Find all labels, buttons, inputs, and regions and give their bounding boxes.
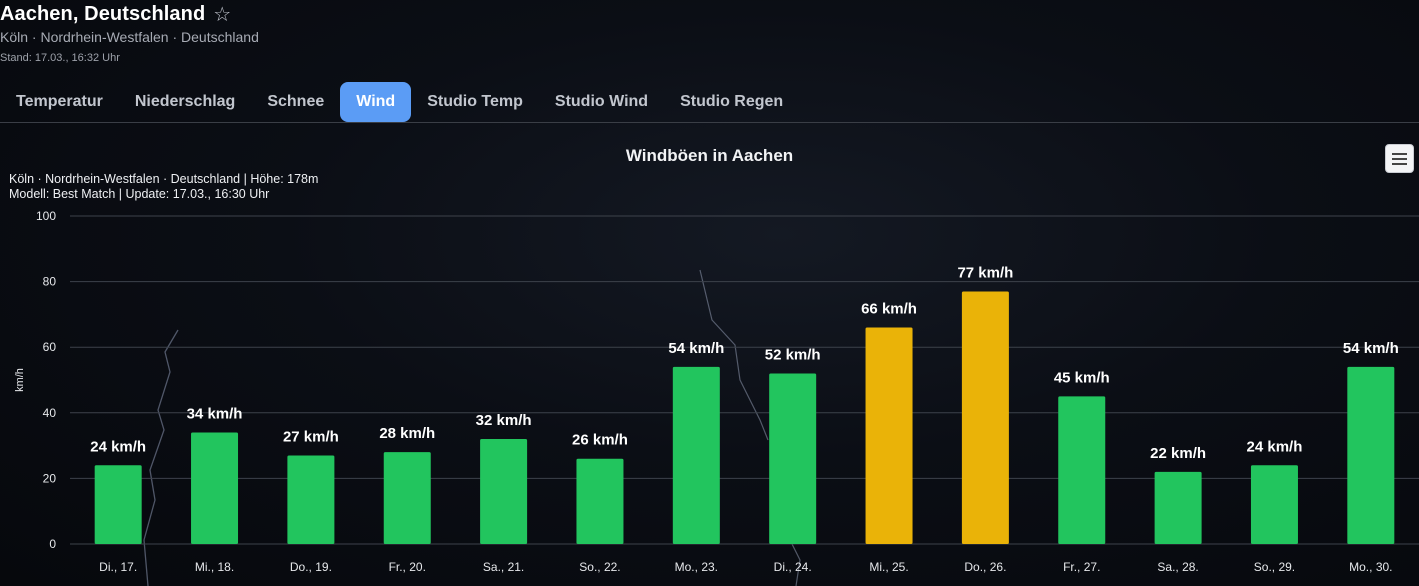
x-tick-label: Sa., 21. xyxy=(483,560,524,574)
bar-data-label: 27 km/h xyxy=(283,428,339,445)
chart-bar[interactable] xyxy=(94,465,142,544)
y-tick-label: 20 xyxy=(43,471,57,485)
y-tick-label: 80 xyxy=(43,275,57,289)
x-tick-label: Fr., 20. xyxy=(389,560,426,574)
chart-subtitle-model: Modell: Best Match | Update: 17.03., 16:… xyxy=(9,187,270,201)
tab-studio-regen[interactable]: Studio Regen xyxy=(680,93,784,110)
location-title: Aachen, Deutschland xyxy=(0,3,206,25)
x-tick-label: Mi., 25. xyxy=(869,560,908,574)
chart-bar[interactable] xyxy=(672,366,720,544)
location-subtitle: Köln · Nordrhein-Westfalen · Deutschland xyxy=(0,29,259,45)
lightning-bolt-center xyxy=(699,269,769,441)
x-tick-label: Mo., 30. xyxy=(1349,560,1392,574)
chart-bar[interactable] xyxy=(865,327,913,544)
x-tick-label: Di., 17. xyxy=(99,560,137,574)
y-tick-label: 100 xyxy=(36,209,56,223)
bar-data-label: 26 km/h xyxy=(572,432,628,449)
tab-temperatur[interactable]: Temperatur xyxy=(16,93,103,110)
chart-bar[interactable] xyxy=(769,373,817,544)
last-updated: Stand: 17.03., 16:32 Uhr xyxy=(0,52,120,64)
bar-data-label: 52 km/h xyxy=(765,346,821,363)
bar-data-label: 77 km/h xyxy=(957,264,1013,281)
chart-title: Windböen in Aachen xyxy=(625,146,794,165)
bar-data-label: 45 km/h xyxy=(1054,369,1110,386)
bar-data-label: 22 km/h xyxy=(1150,445,1206,462)
y-tick-label: 0 xyxy=(49,537,56,551)
chart-bar[interactable] xyxy=(1250,465,1298,544)
lightning-background xyxy=(143,269,801,586)
favorite-star-icon[interactable]: ☆ xyxy=(213,3,232,26)
bar-data-label: 24 km/h xyxy=(90,438,146,455)
x-tick-label: Sa., 28. xyxy=(1157,560,1198,574)
chart-subtitle-location: Köln · Nordrhein-Westfalen · Deutschland… xyxy=(9,172,319,186)
tab-divider xyxy=(0,122,1419,123)
x-tick-label: So., 22. xyxy=(579,560,620,574)
bar-data-label: 54 km/h xyxy=(1343,340,1399,357)
chart-bar[interactable] xyxy=(961,291,1009,544)
y-axis-label: km/h xyxy=(14,368,26,392)
x-tick-label: Do., 26. xyxy=(964,560,1006,574)
chart-bar[interactable] xyxy=(576,458,624,544)
hamburger-menu-icon-line xyxy=(1392,162,1407,165)
tab-niederschlag[interactable]: Niederschlag xyxy=(134,93,236,110)
tab-schnee[interactable]: Schnee xyxy=(267,93,325,110)
bar-data-label: 28 km/h xyxy=(379,425,435,442)
y-tick-label: 40 xyxy=(43,406,57,420)
chart-bar[interactable] xyxy=(287,455,335,544)
title-row: Aachen, Deutschland ☆ xyxy=(0,3,231,26)
bar-data-label: 66 km/h xyxy=(861,301,917,318)
x-tick-label: Mo., 23. xyxy=(675,560,718,574)
chart-bar[interactable] xyxy=(383,452,431,544)
x-tick-label: Di., 24. xyxy=(774,560,812,574)
chart-bar[interactable] xyxy=(1058,396,1106,544)
x-tick-label: Fr., 27. xyxy=(1063,560,1100,574)
bar-data-label: 54 km/h xyxy=(668,340,724,357)
chart-bar[interactable] xyxy=(191,432,239,544)
tab-studio-temp[interactable]: Studio Temp xyxy=(427,93,523,110)
tab-wind[interactable]: Wind xyxy=(340,82,412,122)
chart-labels: 24 km/h Di., 17. 34 km/h Mi., 18. 27 km/h Do.… xyxy=(90,264,1399,574)
chart-bar[interactable] xyxy=(1347,366,1395,544)
tab-bar: Temperatur Niederschlag Schnee Wind Stud… xyxy=(0,82,799,122)
x-tick-label: Mi., 18. xyxy=(195,560,234,574)
chart-bar[interactable] xyxy=(480,439,528,544)
y-tick-label: 60 xyxy=(43,340,57,354)
hamburger-menu-icon-line xyxy=(1392,157,1407,160)
chart-menu-button[interactable] xyxy=(1385,144,1414,173)
bar-data-label: 32 km/h xyxy=(476,412,532,429)
bar-data-label: 24 km/h xyxy=(1247,438,1303,455)
lightning-bolt-left xyxy=(143,329,179,586)
chart-bar[interactable] xyxy=(1154,471,1202,544)
x-tick-label: Do., 19. xyxy=(290,560,332,574)
tab-studio-wind[interactable]: Studio Wind xyxy=(554,93,649,110)
lightning-bolt-lower xyxy=(789,539,801,586)
bar-data-label: 34 km/h xyxy=(187,405,243,422)
x-tick-label: So., 29. xyxy=(1254,560,1295,574)
hamburger-menu-icon xyxy=(1392,152,1407,155)
chart-bars xyxy=(94,291,1395,544)
